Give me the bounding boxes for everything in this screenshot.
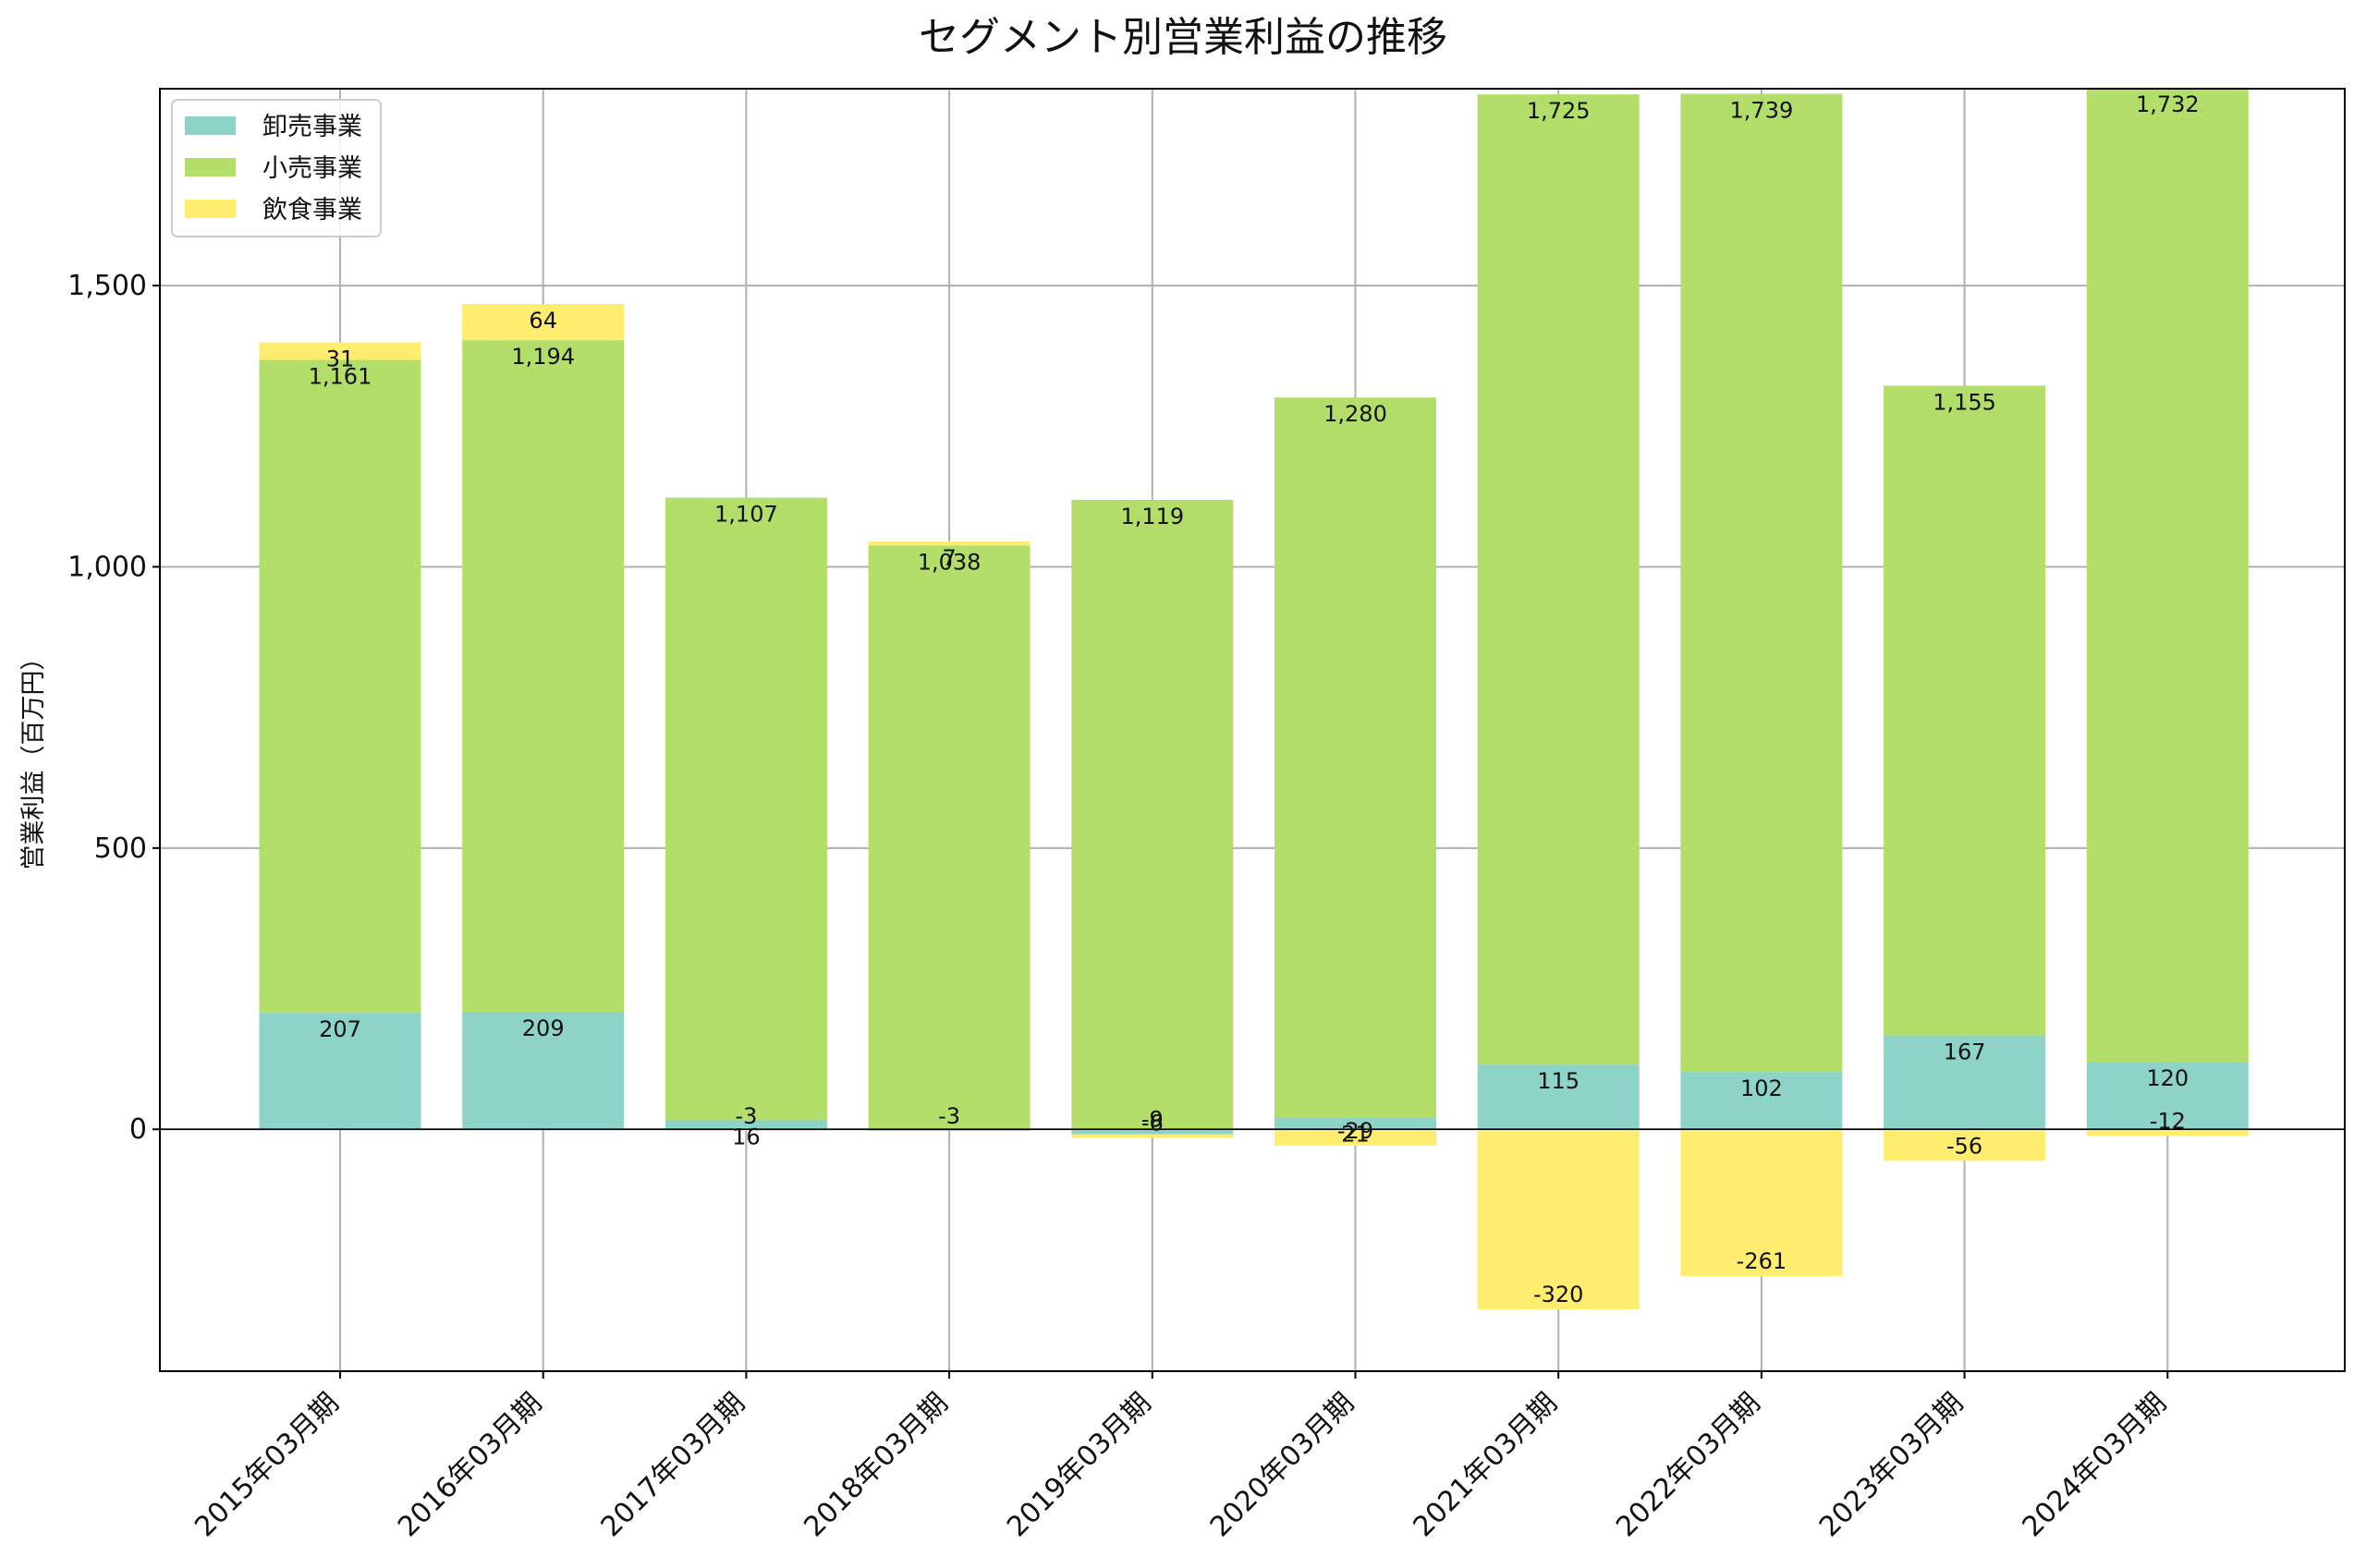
data-label-wholesale-7: 102	[1740, 1076, 1783, 1101]
data-label-wholesale-0: 207	[319, 1016, 361, 1042]
legend-swatch-wholesale	[185, 116, 236, 135]
data-label-retail-0: 1,161	[309, 363, 372, 389]
bar-food-0	[259, 342, 421, 360]
data-label-retail-1: 1,194	[511, 344, 575, 370]
x-tick-label: 2018年03月期	[798, 1387, 954, 1543]
legend-label-wholesale: 卸売事業	[262, 113, 362, 141]
legend-label-retail: 小売事業	[262, 154, 362, 183]
data-label-retail-5: 1,280	[1323, 401, 1387, 427]
bar-wholesale-3	[868, 1129, 1031, 1132]
data-label-retail-4: 1,119	[1120, 504, 1184, 529]
data-label-food-1: 64	[529, 308, 557, 334]
bar-wholesale-8	[1884, 1035, 2046, 1130]
bar-retail-0	[259, 359, 421, 1014]
bar-wholesale-4	[1071, 1129, 1234, 1135]
x-tick-label: 2024年03月期	[2017, 1387, 2173, 1543]
y-tick-label: 1,000	[67, 551, 147, 583]
bar-retail-2	[665, 497, 827, 1121]
data-label-food-8: -56	[1946, 1133, 1982, 1159]
y-tick-label: 500	[94, 833, 147, 865]
bar-wholesale-0	[259, 1013, 421, 1130]
bar-wholesale-1	[462, 1011, 625, 1130]
data-label-wholesale-5: 21	[1341, 1121, 1370, 1147]
plot-frame	[159, 88, 2346, 1372]
bars-layer	[259, 87, 2249, 1310]
bar-wholesale-9	[2086, 1062, 2249, 1130]
data-label-food-9: -12	[2150, 1109, 2186, 1135]
data-label-food-2: -3	[735, 1103, 757, 1129]
data-label-retail-3: 1,038	[918, 549, 982, 575]
data-label-wholesale-9: 120	[2146, 1065, 2189, 1091]
bar-food-6	[1477, 1129, 1640, 1310]
bar-food-9	[2086, 1129, 2249, 1136]
x-tick-label: 2015年03月期	[189, 1387, 345, 1543]
bar-retail-4	[1071, 500, 1234, 1130]
y-tick-label: 1,500	[67, 270, 147, 302]
data-label-wholesale-8: 167	[1944, 1039, 1986, 1065]
y-axis-label: 営業利益（百万円）	[19, 646, 48, 870]
bar-food-4	[1071, 1134, 1234, 1138]
x-tick-label: 2019年03月期	[1001, 1387, 1157, 1543]
y-tick-label: 0	[129, 1113, 147, 1146]
bar-wholesale-7	[1680, 1072, 1843, 1130]
bar-retail-5	[1274, 397, 1436, 1118]
bar-food-5	[1274, 1129, 1436, 1146]
data-label-wholesale-3: -3	[938, 1103, 960, 1129]
bar-wholesale-2	[665, 1120, 827, 1130]
bar-wholesale-5	[1274, 1117, 1436, 1130]
bar-food-3	[868, 541, 1031, 546]
data-label-retail-9: 1,732	[2136, 91, 2200, 117]
bar-food-1	[462, 304, 625, 341]
bar-food-7	[1680, 1129, 1843, 1277]
data-label-retail-7: 1,739	[1730, 97, 1794, 123]
data-label-wholesale-1: 209	[522, 1015, 565, 1041]
bar-retail-1	[462, 340, 625, 1012]
data-label-food-0: 31	[326, 346, 355, 372]
data-label-food-4: -6	[1141, 1110, 1164, 1136]
bar-retail-7	[1680, 93, 1843, 1073]
data-label-food-5: -29	[1337, 1118, 1373, 1144]
chart-title: セグメント別営業利益の推移	[919, 14, 1447, 61]
data-label-wholesale-6: 115	[1537, 1068, 1579, 1094]
x-tick-label: 2020年03月期	[1204, 1387, 1360, 1543]
legend-label-food: 飲食事業	[262, 196, 362, 225]
data-label-wholesale-2: 16	[732, 1124, 761, 1149]
x-tick-label: 2017年03月期	[595, 1387, 751, 1543]
data-label-retail-2: 1,107	[714, 502, 778, 528]
data-label-retail-8: 1,155	[1933, 389, 1996, 415]
data-label-wholesale-4: -9	[1141, 1107, 1164, 1133]
data-label-food-6: -320	[1533, 1282, 1583, 1307]
bar-retail-3	[868, 545, 1031, 1130]
bar-retail-8	[1884, 385, 2046, 1036]
data-label-food-7: -261	[1737, 1248, 1787, 1274]
bar-retail-9	[2086, 87, 2249, 1063]
bar-wholesale-6	[1477, 1064, 1640, 1130]
legend-swatch-retail	[185, 158, 236, 176]
x-tick-label: 2022年03月期	[1610, 1387, 1766, 1543]
x-tick-label: 2016年03月期	[392, 1387, 548, 1543]
bar-food-8	[1884, 1129, 2046, 1161]
data-label-retail-6: 1,725	[1527, 98, 1591, 124]
data-label-food-3: 7	[942, 545, 956, 571]
x-tick-label: 2021年03月期	[1407, 1387, 1563, 1543]
legend-swatch-food	[185, 200, 236, 218]
bar-retail-6	[1477, 94, 1640, 1065]
bar-food-2	[665, 1129, 827, 1132]
x-tick-label: 2023年03月期	[1813, 1387, 1970, 1543]
